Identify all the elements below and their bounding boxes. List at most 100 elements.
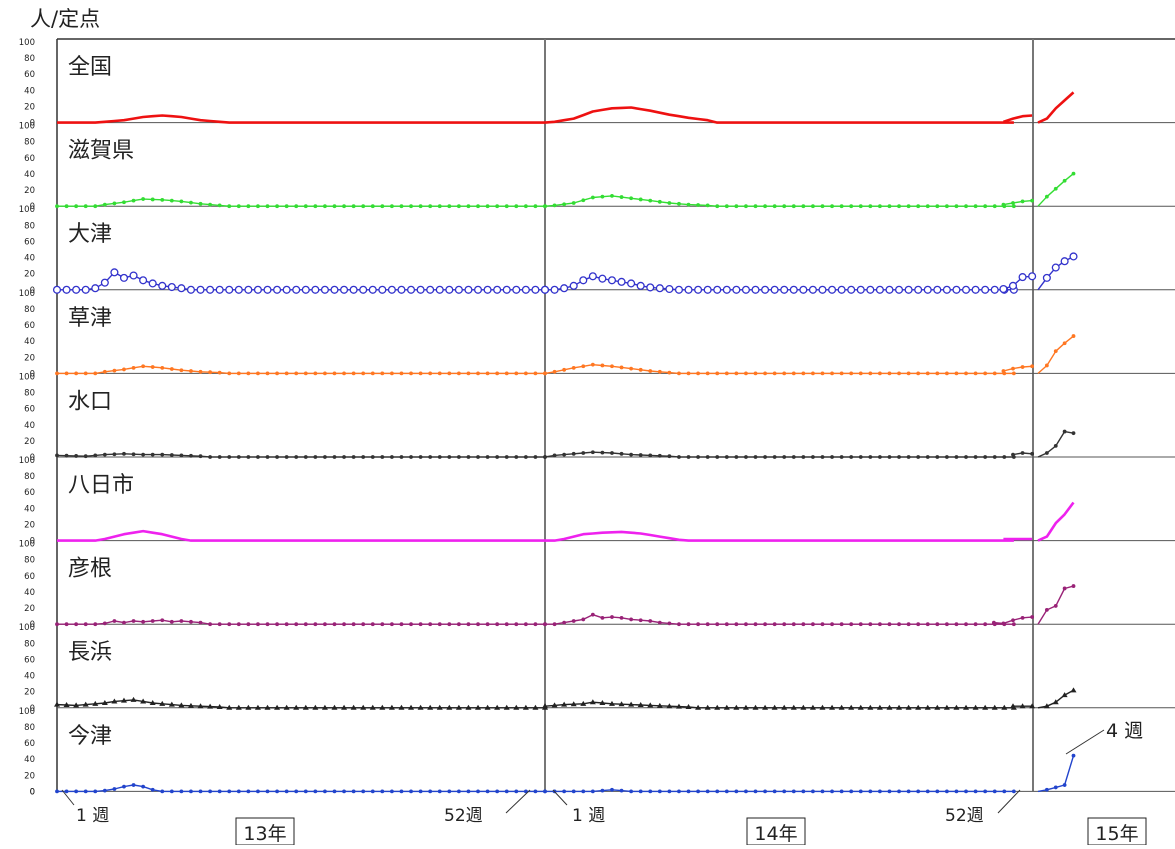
data-point: [73, 702, 80, 708]
data-point: [406, 285, 416, 294]
data-point: [782, 789, 787, 794]
data-point: [388, 704, 395, 710]
data-point: [763, 455, 767, 459]
data-point: [772, 455, 777, 459]
data-point: [495, 371, 500, 376]
data-point: [1044, 451, 1049, 455]
data-point: [944, 789, 949, 794]
data-point: [713, 285, 722, 294]
data-point: [600, 363, 605, 368]
data-point: [619, 365, 624, 370]
data-point: [196, 285, 205, 294]
data-point: [178, 702, 185, 708]
data-point: [562, 789, 567, 794]
data-point: [93, 204, 98, 209]
data-point: [983, 789, 988, 794]
data-point: [588, 272, 597, 281]
data-point: [999, 284, 1008, 294]
series-1: [57, 91, 1075, 124]
data-point: [284, 371, 289, 376]
data-point: [600, 194, 605, 199]
series-line-13: [56, 699, 545, 709]
data-point: [294, 455, 299, 459]
data-point: [857, 704, 864, 710]
data-point: [1028, 272, 1037, 281]
data-point: [1030, 364, 1035, 369]
data-point: [1070, 687, 1077, 693]
data-point: [714, 704, 721, 710]
data-point: [638, 789, 643, 794]
panel-label: 水口: [68, 389, 112, 414]
data-point: [256, 622, 260, 627]
data-point: [427, 704, 434, 710]
y-tick-label: 60: [24, 655, 35, 665]
data-point: [455, 704, 462, 710]
data-point: [409, 455, 413, 459]
data-point: [944, 622, 949, 627]
y-tick-label: 20: [24, 771, 35, 781]
data-point: [1043, 703, 1050, 709]
data-point: [610, 451, 614, 455]
data-point: [55, 371, 59, 376]
data-point: [896, 704, 903, 710]
data-point: [694, 285, 703, 294]
series-line-13: [57, 619, 545, 625]
data-point: [944, 455, 949, 459]
data-point: [571, 365, 576, 370]
data-point: [887, 371, 892, 376]
series-line-14: [544, 106, 1014, 124]
data-point: [1071, 171, 1076, 176]
data-point: [828, 285, 837, 294]
y-tick-label: 20: [24, 437, 35, 447]
data-point: [55, 622, 59, 627]
data-point: [590, 362, 595, 367]
data-point: [380, 622, 385, 627]
panel-label: 大津: [68, 222, 112, 247]
data-point: [542, 703, 548, 709]
data-point: [294, 622, 299, 627]
data-point: [772, 622, 777, 627]
data-point: [101, 700, 108, 706]
series-line-14-tail: [1003, 199, 1033, 206]
y-axis-label: 人/定点: [30, 7, 100, 31]
data-point: [973, 204, 978, 209]
data-point: [1019, 703, 1026, 709]
data-point: [409, 204, 413, 209]
y-tick-label: 0: [30, 787, 35, 797]
data-point: [351, 455, 356, 459]
data-point: [246, 455, 251, 459]
data-point: [878, 622, 882, 627]
data-point: [858, 204, 863, 209]
data-point: [629, 196, 634, 201]
y-tick-label: 80: [24, 138, 35, 148]
data-point: [523, 371, 528, 376]
data-point: [236, 204, 241, 209]
data-point: [476, 789, 480, 794]
data-point: [93, 789, 98, 794]
y-tick-labels: 1008060402001008060402001008060402001008…: [19, 38, 35, 797]
data-point: [1001, 369, 1006, 373]
data-point: [782, 371, 787, 376]
data-point: [179, 619, 184, 623]
data-point: [160, 197, 165, 202]
data-point: [227, 622, 232, 627]
data-point: [992, 371, 997, 376]
year-box-13: [235, 817, 295, 846]
data-point: [399, 789, 404, 794]
y-tick-label: 40: [24, 421, 35, 431]
data-point: [763, 789, 767, 794]
data-point: [208, 370, 212, 375]
data-point: [610, 193, 614, 198]
data-point: [1069, 252, 1078, 261]
data-point: [428, 371, 433, 376]
week-pointer-13-end: [505, 789, 531, 814]
data-point: [485, 789, 490, 794]
annotation-pointer: [1065, 729, 1105, 755]
data-point: [74, 454, 79, 458]
data-point: [590, 450, 595, 455]
data-point: [569, 281, 578, 290]
data-point: [791, 204, 796, 209]
data-point: [839, 371, 844, 376]
data-point: [1062, 178, 1067, 183]
series-8: [54, 687, 1077, 710]
